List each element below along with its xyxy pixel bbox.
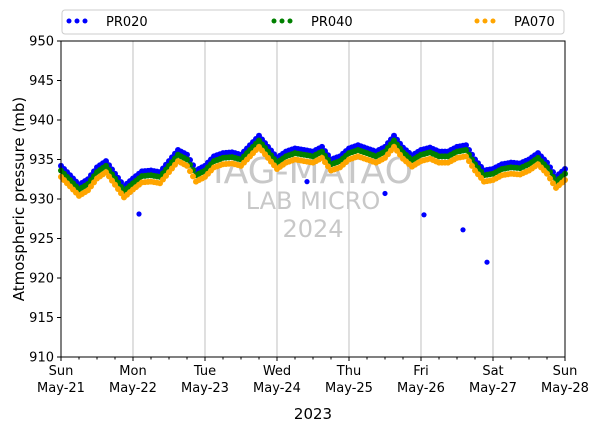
x-tick-day: Sat bbox=[482, 364, 503, 379]
legend-marker bbox=[482, 18, 488, 24]
data-point bbox=[550, 180, 556, 187]
data-point bbox=[469, 162, 475, 169]
data-point bbox=[103, 158, 109, 165]
data-point bbox=[466, 158, 472, 165]
data-point bbox=[463, 142, 469, 149]
y-axis: 910 915 920 925 930 935 940 945 950 bbox=[29, 35, 61, 366]
y-tick-label: 945 bbox=[29, 74, 54, 89]
x-tick-date: May-28 bbox=[541, 381, 589, 396]
watermark-line-3: 2024 bbox=[282, 215, 343, 243]
y-tick-label: 920 bbox=[29, 272, 54, 287]
data-point bbox=[184, 156, 190, 163]
plot-area bbox=[58, 132, 568, 265]
x-tick-date: May-25 bbox=[325, 381, 373, 396]
data-point bbox=[325, 163, 331, 170]
x-tick-date: May-21 bbox=[37, 381, 85, 396]
legend-frame bbox=[61, 9, 565, 35]
x-tick-date: May-23 bbox=[181, 381, 229, 396]
data-point bbox=[463, 153, 469, 160]
y-tick-label: 930 bbox=[29, 193, 54, 208]
data-point bbox=[109, 177, 115, 184]
series-PA070 bbox=[58, 143, 568, 201]
x-axis-title: 2023 bbox=[294, 405, 332, 423]
data-point bbox=[103, 162, 109, 169]
y-axis-title: Atmospheric pressure (mb) bbox=[10, 97, 28, 302]
x-tick-day: Fri bbox=[413, 364, 429, 379]
data-point bbox=[547, 175, 553, 182]
legend-label: PR040 bbox=[311, 15, 353, 30]
outlier-point bbox=[460, 227, 466, 233]
legend-marker bbox=[271, 18, 277, 24]
data-point bbox=[322, 159, 328, 166]
watermark-line-2: LAB MICRO bbox=[246, 187, 381, 215]
series-PR040 bbox=[58, 137, 568, 195]
data-point bbox=[319, 154, 325, 161]
x-tick-day: Tue bbox=[193, 364, 216, 379]
x-tick-day: Sun bbox=[553, 364, 578, 379]
legend-marker bbox=[279, 18, 285, 24]
x-tick-date: May-24 bbox=[253, 381, 301, 396]
legend-marker bbox=[66, 18, 72, 24]
data-point bbox=[106, 173, 112, 180]
outlier-point bbox=[484, 259, 490, 265]
data-point bbox=[319, 143, 325, 150]
legend-marker bbox=[74, 18, 80, 24]
outlier-point bbox=[304, 179, 310, 185]
data-point bbox=[115, 185, 121, 192]
x-tick-date: May-26 bbox=[397, 381, 445, 396]
x-tick-day: Wed bbox=[263, 364, 291, 379]
y-tick-label: 950 bbox=[29, 35, 54, 50]
outlier-point bbox=[136, 211, 142, 217]
legend-marker bbox=[82, 18, 88, 24]
legend-label: PR020 bbox=[106, 15, 148, 30]
x-axis: Sun May-21 Mon May-22 Tue May-23 Wed May-24 Thu M… bbox=[37, 357, 589, 396]
legend-marker bbox=[474, 18, 480, 24]
grid-lines bbox=[132, 41, 494, 357]
y-tick-label: 935 bbox=[29, 153, 54, 168]
outlier-point bbox=[382, 190, 388, 197]
legend-marker bbox=[490, 18, 496, 24]
y-tick-label: 925 bbox=[29, 232, 54, 247]
x-tick-date: May-27 bbox=[469, 381, 517, 396]
x-tick-date: May-22 bbox=[109, 381, 157, 396]
y-tick-label: 940 bbox=[29, 114, 54, 129]
data-point bbox=[190, 173, 196, 180]
data-point bbox=[463, 147, 469, 154]
legend-marker bbox=[287, 18, 293, 24]
y-tick-label: 910 bbox=[29, 351, 54, 366]
legend-label: PA070 bbox=[514, 15, 555, 30]
data-point bbox=[103, 169, 109, 176]
data-point bbox=[118, 190, 124, 197]
data-point bbox=[112, 181, 118, 188]
data-point bbox=[187, 168, 193, 175]
data-point bbox=[184, 162, 190, 169]
data-point bbox=[319, 148, 325, 155]
y-tick-label: 915 bbox=[29, 311, 54, 326]
x-tick-day: Mon bbox=[119, 364, 146, 379]
legend: PR020 PR040 PA070 bbox=[61, 9, 565, 35]
outlier-point bbox=[421, 212, 427, 218]
x-tick-day: Thu bbox=[336, 364, 361, 379]
x-tick-day: Sun bbox=[49, 364, 74, 379]
data-point bbox=[544, 170, 550, 177]
